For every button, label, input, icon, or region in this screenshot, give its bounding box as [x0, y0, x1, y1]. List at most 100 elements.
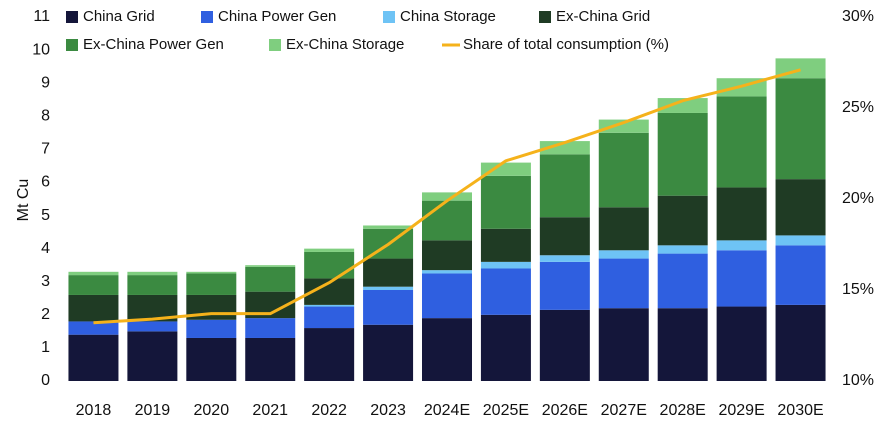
- bar-segment: [539, 261, 590, 310]
- bar-segment: [775, 78, 826, 180]
- legend-label: Share of total consumption (%): [463, 36, 669, 53]
- bar-segment: [422, 318, 472, 381]
- line-series: [93, 68, 801, 325]
- bar-segment: [127, 321, 178, 332]
- bar-segment: [480, 175, 531, 229]
- bar-segment: [127, 331, 178, 381]
- bar-segment: [657, 245, 708, 254]
- y-tick-label: 7: [41, 141, 50, 158]
- x-tick-label: 2019: [135, 402, 171, 419]
- y-tick-label: 0: [41, 372, 50, 389]
- x-tick-label: 2029E: [718, 402, 764, 419]
- bar-segment: [716, 306, 767, 381]
- bar-segment: [127, 271, 178, 276]
- y-tick-label: 3: [41, 273, 50, 290]
- bar-segment: [539, 217, 590, 256]
- bar-segment: [245, 266, 296, 292]
- x-tick-label: 2022: [311, 402, 347, 419]
- bar-segment: [68, 294, 119, 322]
- y-axis-label: Mt Cu: [15, 179, 32, 222]
- bar-segment: [716, 250, 767, 307]
- legend-swatch: [201, 11, 213, 23]
- bar-segment: [304, 328, 355, 381]
- y-tick-label: 9: [41, 74, 50, 91]
- bar-segment: [68, 275, 119, 295]
- bar-segment: [598, 132, 649, 208]
- legend-swatch: [539, 11, 551, 23]
- y2-tick-label: 10%: [842, 372, 874, 389]
- bar-segment: [363, 324, 414, 381]
- legend-label: China Storage: [400, 8, 496, 25]
- bar-segment: [539, 309, 590, 381]
- bar-segment: [245, 337, 296, 381]
- bar-segment: [68, 321, 119, 335]
- legend-label: Ex-China Grid: [556, 8, 650, 25]
- legend-label: China Power Gen: [218, 8, 336, 25]
- y2-tick-label: 25%: [842, 99, 874, 116]
- bar-segment: [657, 308, 708, 381]
- bar-segment: [304, 248, 355, 252]
- y2-tick-label: 15%: [842, 281, 874, 298]
- y-tick-label: 2: [41, 306, 50, 323]
- bar-segment: [186, 271, 237, 274]
- bar-segment: [422, 270, 472, 274]
- x-tick-label: 2030E: [777, 402, 823, 419]
- bar-segment: [480, 268, 531, 315]
- bar-segment: [657, 195, 708, 246]
- y2-tick-label: 20%: [842, 190, 874, 207]
- y-tick-label: 10: [32, 41, 50, 58]
- bar-segment: [716, 240, 767, 251]
- bar-segment: [304, 251, 355, 279]
- bar-segment: [68, 271, 119, 276]
- x-tick-label: 2023: [370, 402, 406, 419]
- x-tick-label: 2026E: [542, 402, 588, 419]
- bar-segment: [480, 261, 531, 269]
- legend-swatch: [66, 39, 78, 51]
- bar-segment: [127, 275, 178, 295]
- bar-segment: [775, 304, 826, 381]
- bar-segment: [186, 319, 237, 338]
- bar-segment: [245, 318, 296, 338]
- bar-segment: [598, 207, 649, 251]
- y-tick-label: 8: [41, 107, 50, 124]
- bar-segment: [304, 306, 355, 329]
- bar-segment: [68, 334, 119, 381]
- legend-swatch: [269, 39, 281, 51]
- bar-segment: [480, 314, 531, 381]
- bar-segment: [598, 308, 649, 381]
- bar-segment: [363, 286, 414, 290]
- bar-segment: [598, 119, 649, 133]
- y-tick-label: 4: [41, 240, 50, 257]
- bar-segment: [422, 240, 472, 271]
- y-tick-label: 6: [41, 174, 50, 191]
- bar-segment: [539, 255, 590, 262]
- legend-label: Ex-China Power Gen: [83, 36, 224, 53]
- bar-segment: [657, 112, 708, 196]
- bar-segment: [363, 258, 414, 287]
- bar-segment: [363, 290, 414, 325]
- bar-segment: [598, 250, 649, 259]
- bar-segment: [480, 228, 531, 262]
- legend-swatch: [66, 11, 78, 23]
- bar-segment: [186, 337, 237, 381]
- bar-segment: [245, 265, 296, 267]
- y2-tick-label: 30%: [842, 8, 874, 25]
- legend-label: China Grid: [83, 8, 155, 25]
- bar-segment: [598, 258, 649, 309]
- bar-segment: [539, 141, 590, 155]
- bar-segment: [716, 96, 767, 188]
- x-tick-label: 2024E: [424, 402, 470, 419]
- x-tick-label: 2021: [252, 402, 288, 419]
- bar-segment: [716, 187, 767, 241]
- bar-segment: [539, 154, 590, 218]
- x-tick-label: 2018: [76, 402, 112, 419]
- legend-swatch: [383, 11, 395, 23]
- bar-segment: [775, 235, 826, 246]
- y-tick-label: 5: [41, 207, 50, 224]
- bar-segment: [422, 200, 472, 241]
- bar-segment: [186, 273, 237, 295]
- x-tick-label: 2020: [194, 402, 230, 419]
- bar-segment: [363, 225, 414, 229]
- y-tick-label: 1: [41, 339, 50, 356]
- x-tick-label: 2028E: [660, 402, 706, 419]
